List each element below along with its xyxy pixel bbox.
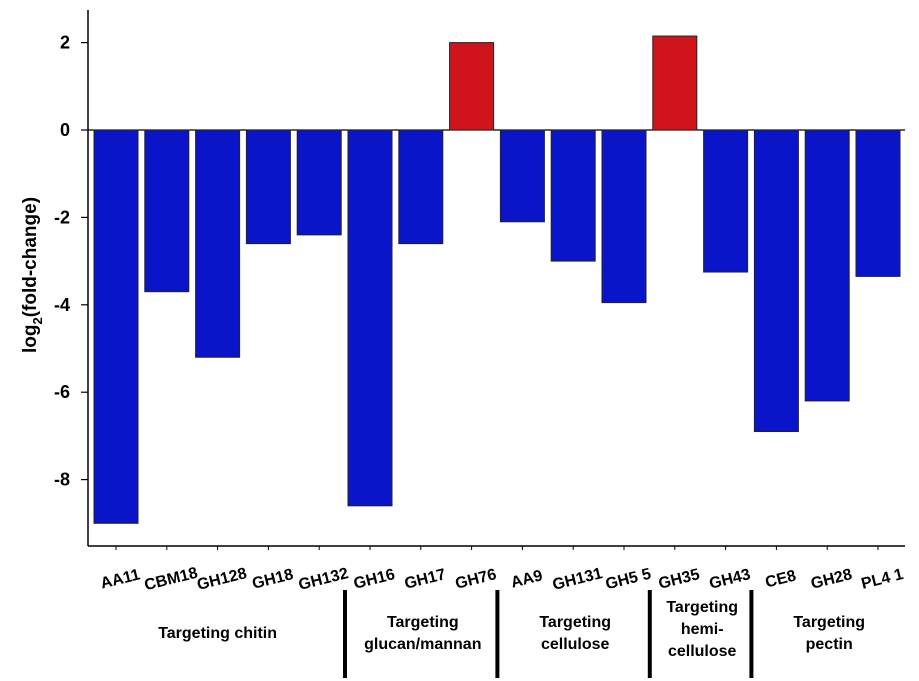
y-tick-label: -8 [54, 470, 70, 490]
y-tick-label: -4 [54, 295, 70, 315]
bar-gh43 [703, 129, 749, 273]
x-tick-label: AA11 [99, 566, 142, 592]
bar-gh128 [195, 129, 241, 358]
bar-gh131 [550, 129, 596, 262]
x-tick-label: GH35 [657, 566, 702, 593]
y-tick-label: 2 [60, 33, 70, 53]
bar-gh17 [398, 129, 444, 245]
y-tick-label: 0 [60, 120, 70, 140]
group-label: glucan/mannan [364, 636, 481, 653]
bar-cbm18 [144, 129, 190, 293]
group-label: Targeting [666, 599, 738, 616]
bar-aa9 [499, 129, 545, 223]
group-label: pectin [806, 636, 853, 653]
bar-gh132 [296, 129, 342, 236]
y-axis-label-sub: 2 [30, 317, 45, 324]
bar-ce8 [753, 129, 799, 433]
bar-gh5_5 [601, 129, 647, 304]
bar-pl4_1 [855, 129, 901, 277]
y-tick-label: -6 [54, 382, 70, 402]
y-ticks: 2 0 -2 -4 -6 -8 [54, 33, 88, 490]
group-label: cellulose [541, 636, 610, 653]
x-tick-label: CE8 [764, 567, 798, 591]
group-labels: Targeting chitin Targeting glucan/mannan Ta… [158, 590, 865, 678]
group-label: cellulose [668, 643, 737, 660]
x-tick-label: GH17 [403, 566, 448, 593]
x-tick-label: GH76 [454, 566, 499, 593]
group-label: Targeting [387, 614, 459, 631]
bar-aa11 [93, 129, 139, 524]
group-label: Targeting chitin [158, 625, 277, 642]
y-tick-label: -2 [54, 207, 70, 227]
x-tick-label: GH16 [352, 566, 397, 593]
bars [93, 35, 901, 524]
x-tick-label: PL4 1 [860, 566, 906, 593]
x-tick-label: GH5 5 [604, 566, 653, 594]
x-tick-label: GH28 [809, 566, 854, 593]
x-tick-label: GH131 [551, 565, 604, 594]
x-tick-label: AA9 [509, 567, 544, 591]
x-tick-label: GH132 [297, 565, 350, 594]
x-tick-label: GH128 [195, 565, 248, 594]
x-tick-label: GH43 [708, 566, 753, 593]
bar-gh16 [347, 129, 393, 507]
bar-gh76 [449, 42, 495, 131]
x-tick-label: GH18 [250, 566, 295, 593]
y-axis-label-main: log [20, 325, 41, 354]
bar-gh28 [804, 129, 850, 402]
y-axis-label: log2(fold-change) [20, 197, 45, 353]
group-label: Targeting [793, 614, 865, 631]
bar-gh18 [245, 129, 291, 245]
bar-gh35 [652, 35, 698, 131]
group-label: Targeting [539, 614, 611, 631]
y-axis-label-rest: (fold-change) [20, 197, 41, 317]
x-tick-label: CBM18 [143, 565, 200, 595]
group-label: hemi- [681, 621, 724, 638]
